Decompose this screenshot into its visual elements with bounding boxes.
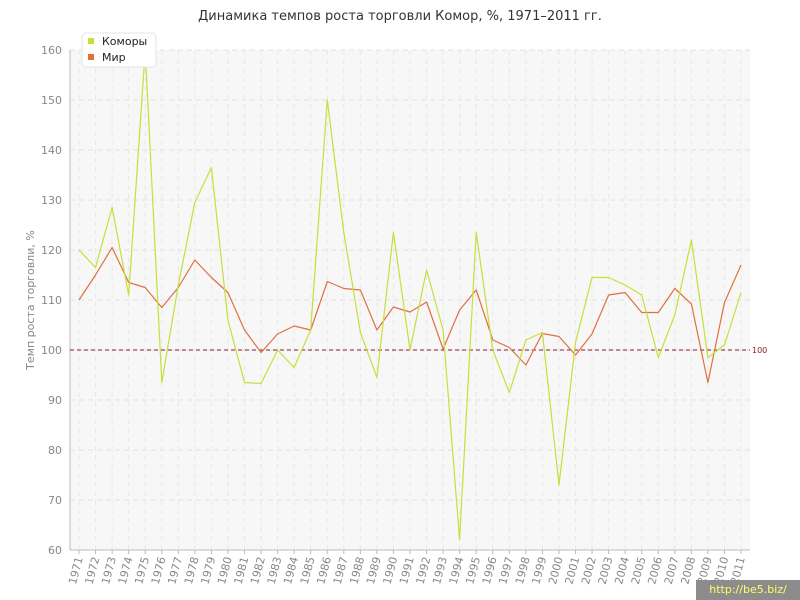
- watermark[interactable]: http://be5.biz/: [696, 580, 800, 600]
- y-tick-label: 130: [41, 194, 62, 207]
- reference-line-label: 100: [752, 346, 767, 355]
- legend-swatch: [88, 38, 94, 44]
- y-tick-label: 100: [41, 344, 62, 357]
- legend-swatch: [88, 54, 94, 60]
- y-tick-label: 150: [41, 94, 62, 107]
- chart-title: Динамика темпов роста торговли Комор, %,…: [198, 9, 602, 24]
- series-line: [78, 246, 742, 384]
- y-tick-label: 140: [41, 144, 62, 157]
- y-tick-label: 60: [48, 544, 62, 557]
- legend-label: Коморы: [102, 35, 147, 48]
- grid: [70, 49, 750, 551]
- y-tick-label: 160: [41, 44, 62, 57]
- y-tick-label: 90: [48, 394, 62, 407]
- legend-label: Мир: [102, 51, 126, 64]
- x-axis-ticks: 1971197219731974197519761977197819791980…: [66, 550, 748, 586]
- legend: Коморы Мир: [81, 32, 157, 68]
- y-axis-ticks: 60 70 80 90 100 110 120 130 140 150 160: [41, 44, 62, 557]
- legend-box: [81, 32, 157, 68]
- y-tick-label: 120: [41, 244, 62, 257]
- y-tick-label: 110: [41, 294, 62, 307]
- y-axis-label: Темп роста торговли, %: [24, 230, 37, 371]
- series-line: [78, 49, 742, 541]
- series-lines: [78, 49, 742, 541]
- y-tick-label: 80: [48, 444, 62, 457]
- y-tick-label: 70: [48, 494, 62, 507]
